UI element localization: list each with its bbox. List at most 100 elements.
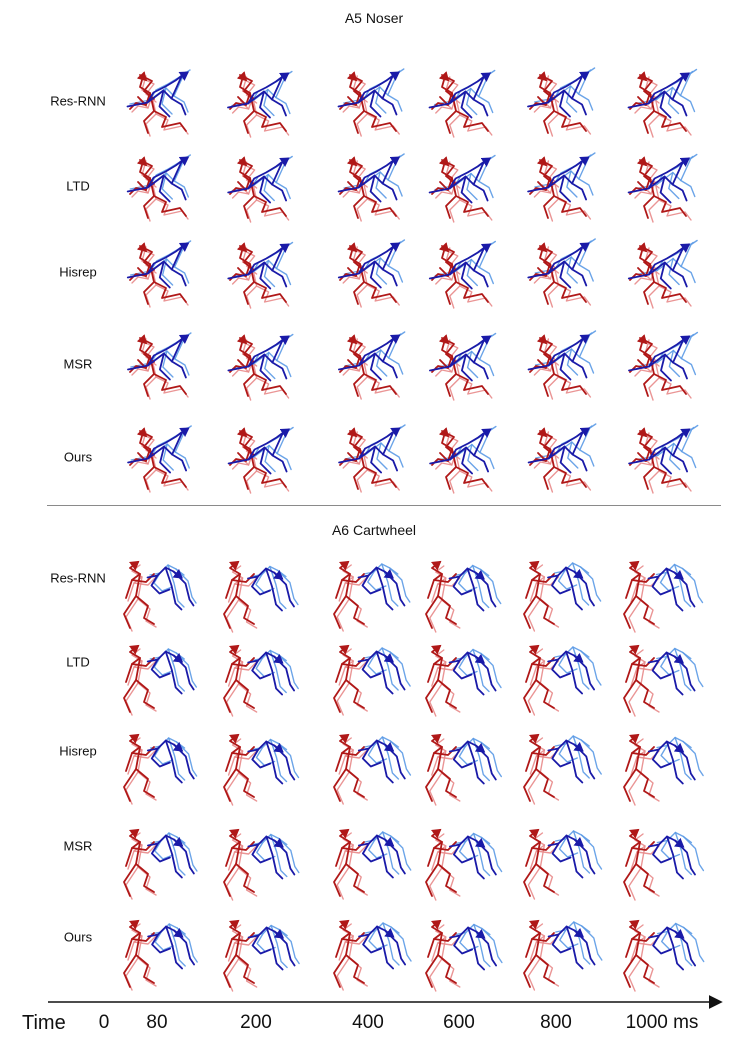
cart-r0-c3-gt-limb-2 (437, 595, 457, 625)
noser-r4-c1-pred-limb-2 (271, 454, 288, 473)
cart-r1-c5-pred-faded-limb-2 (682, 651, 704, 688)
noser-r4-c0-gt-limb-2 (153, 466, 187, 488)
cart-r3-c3-pred-limb-1 (466, 835, 485, 880)
cart-r4-c5-pred-faded-limb-1 (675, 922, 693, 967)
noser-r0-c0-pred-faded-limb-2 (173, 95, 189, 113)
noser-r0-c1-gt-faded-limb-3 (231, 106, 250, 114)
row-label-cartwheel-ours: Ours (63, 929, 93, 945)
cart-r3-c0-pred-limb-2 (172, 838, 195, 875)
cart-r1-c5-gt-faded-limb-2 (640, 683, 660, 713)
cart-r3-c4-pred-faded-limb-2 (580, 834, 603, 870)
cart-r4-c3-gt-limb-3 (433, 932, 457, 942)
noser-r3-c1-gt-limb-1 (243, 355, 255, 397)
noser-r0-c0-pred-limb-3 (146, 73, 185, 104)
noser-r4-c0-pred-faded-limb-2 (174, 451, 190, 469)
cart-r2-c2-gt-faded-limb-2 (348, 771, 368, 801)
noser-r3-c0-gt-faded-limb-1 (145, 358, 157, 400)
noser-r4-c3-gt-limb-4 (441, 430, 457, 456)
cart-r0-c1-gt-limb-3 (231, 573, 255, 583)
cart-r2-c0-pred-limb-2 (172, 743, 195, 780)
cart-r3-c4-gt-limb-2 (535, 863, 555, 893)
noser-r2-c2-pred-limb-2 (381, 268, 398, 287)
cart-r3-c0-gt-limb-1 (123, 841, 141, 897)
cart-r2-c3-gt-faded-limb-1 (429, 750, 447, 806)
cart-r4-c2-pred-faded-limb-3 (368, 930, 388, 950)
noser-r1-c0-pred-limb-3 (146, 158, 185, 189)
noser-r1-c4-pred-faded-limb-1 (566, 170, 578, 198)
noser-r4-c2-pred-limb-3 (358, 429, 397, 460)
noser-r4-c4-pred-limb-1 (559, 445, 572, 474)
cart-r2-c3-pred-faded-limb-2 (480, 741, 502, 778)
noser-r3-c3-pred-limb-1 (460, 353, 473, 382)
cart-r2-c4-gt-limb-1 (523, 746, 541, 802)
cart-r1-c0-gt-limb-2 (135, 679, 155, 709)
cart-r0-c0-pred-limb-3 (150, 574, 171, 595)
noser-r3-c3-pred-limb-3 (448, 337, 487, 368)
noser-r1-c3-pred-limb-2 (472, 183, 489, 202)
noser-r1-c1-gt-faded-limb-1 (245, 181, 258, 223)
cart-r3-c2-pred-limb-0 (357, 834, 395, 847)
noser-r4-c2-gt-faded-limb-1 (356, 451, 368, 493)
cart-r0-c0-gt-limb-1 (123, 573, 141, 629)
noser-r4-c5-pred-limb-2 (672, 454, 688, 473)
cart-r4-c5-gt-faded-limb-2 (640, 958, 660, 988)
noser-r1-c0-pred-limb-1 (158, 174, 171, 203)
cart-r2-c3-gt-limb-1 (425, 746, 443, 802)
noser-r0-c4-gt-limb-2 (553, 110, 587, 132)
cart-r4-c5-pred-limb-1 (666, 926, 684, 971)
noser-r0-c2-gt-faded-limb-1 (356, 95, 368, 137)
cart-r2-c1-pred-faded-limb-0 (251, 738, 288, 751)
cart-r1-c2-gt-faded-limb-1 (336, 660, 354, 716)
cart-r2-c3-pred-faded-limb-3 (458, 745, 478, 766)
cart-r1-c3-gt-faded-limb-2 (441, 683, 461, 713)
noser-r0-c3-gt-faded-limb-3 (435, 106, 453, 114)
noser-r2-c0-gt-limb-1 (143, 263, 155, 305)
cart-r2-c5-gt-limb-2 (635, 768, 655, 798)
cart-r1-c0-gt-limb-1 (123, 657, 141, 713)
cart-r0-c3-pred-limb-0 (448, 567, 485, 580)
noser-r0-c5-gt-faded-limb-1 (648, 96, 660, 138)
noser-r1-c5-gt-faded-limb-2 (658, 199, 692, 221)
cart-r4-c1-gt-limb-2 (235, 954, 255, 984)
cart-r0-c3-pred-faded-limb-3 (458, 572, 478, 593)
time-tick-400: 400 (352, 1012, 384, 1033)
row-label-cartwheel-res-rnn: Res-RNN (50, 570, 106, 586)
noser-r2-c4-pred-limb-3 (547, 244, 586, 275)
noser-r0-c4-pred-faded-limb-1 (565, 85, 578, 113)
noser-r2-c4-pred-limb-1 (559, 260, 572, 289)
cart-r1-c1-pred-limb-2 (273, 655, 296, 692)
noser-r0-c3-pred-limb-1 (460, 90, 473, 119)
cart-r3-c2-gt-limb-1 (333, 841, 351, 897)
cart-r4-c3-pred-faded-limb-2 (481, 927, 503, 964)
noser-r2-c2-pred-limb-3 (357, 244, 396, 275)
noser-r0-c0-gt-limb-1 (143, 92, 155, 134)
noser-r2-c1-gt-limb-2 (253, 281, 287, 303)
noser-r4-c4-pred-limb-3 (547, 429, 586, 460)
cart-r2-c2-pred-faded-limb-1 (381, 736, 400, 780)
noser-r3-c4-pred-limb-2 (571, 360, 588, 379)
cart-r2-c5-gt-limb-3 (631, 746, 655, 756)
noser-r1-c4-gt-limb-2 (553, 195, 587, 217)
cart-r1-c2-gt-faded-limb-3 (344, 660, 368, 670)
noser-r4-c1-gt-limb-2 (253, 466, 287, 488)
cart-r3-c5-gt-limb-3 (631, 841, 655, 851)
cart-r3-c3-gt-limb-1 (425, 841, 443, 897)
noser-r0-c5-pred-limb-1 (659, 90, 672, 119)
cart-r3-c3-gt-limb-2 (437, 863, 457, 893)
noser-r0-c2-pred-faded-limb-2 (387, 94, 403, 112)
noser-r2-c2-gt-limb-1 (353, 263, 365, 305)
noser-r1-c2-gt-limb-2 (363, 195, 397, 217)
noser-r2-c5-gt-limb-4 (639, 245, 655, 271)
cart-r4-c4-gt-limb-1 (523, 932, 541, 988)
noser-r1-c3-pred-limb-1 (460, 175, 473, 204)
noser-r0-c3-pred-limb-2 (472, 98, 489, 117)
noser-r3-c4-gt-faded-limb-1 (547, 358, 560, 400)
cart-r0-c2-gt-limb-1 (333, 573, 351, 629)
noser-r4-c4-gt-limb-4 (539, 430, 555, 456)
noser-r1-c0-gt-limb-2 (153, 195, 187, 217)
cart-r3-c3-pred-faded-limb-2 (480, 836, 503, 873)
noser-r2-c5-pred-limb-2 (671, 269, 688, 288)
noser-r0-c4-gt-faded-limb-1 (547, 95, 560, 137)
cart-r4-c4-gt-faded-limb-1 (527, 935, 546, 991)
noser-r0-c2-gt-limb-4 (349, 74, 365, 100)
